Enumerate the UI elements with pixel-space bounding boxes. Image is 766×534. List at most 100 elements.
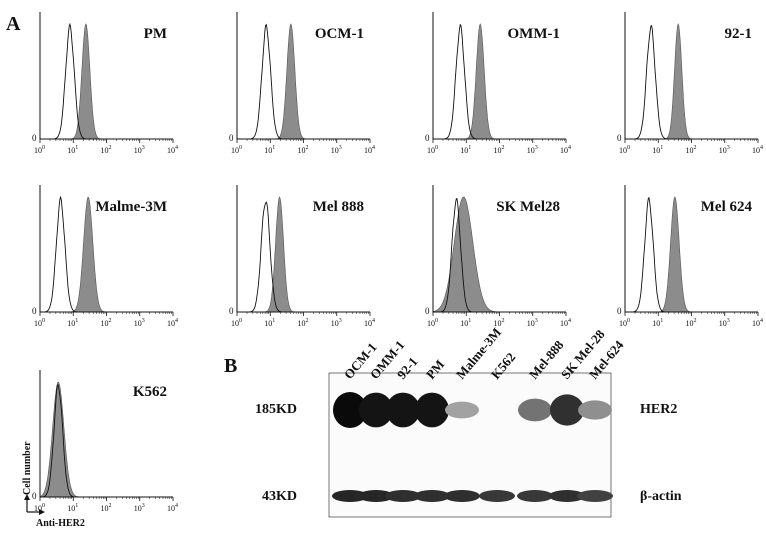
- x-tick-exponent: 3: [142, 503, 145, 509]
- x-tick-label: 101: [67, 318, 78, 328]
- actin-band: [332, 490, 368, 502]
- x-tick-label: 102: [101, 318, 112, 328]
- x-tick-exponent: 0: [627, 145, 630, 151]
- x-axis-title: Anti-HER2: [36, 518, 85, 529]
- actin-band: [358, 490, 394, 502]
- y-zero-label: 0: [32, 491, 37, 501]
- x-tick-exponent: 4: [760, 145, 763, 151]
- x-tick-label: 101: [67, 503, 78, 513]
- x-tick-exponent: 1: [75, 503, 78, 509]
- x-tick-label: 103: [719, 145, 730, 155]
- x-tick-label: 101: [264, 145, 275, 155]
- x-tick-exponent: 4: [372, 145, 375, 151]
- beta-actin-label: β-actin: [640, 489, 682, 504]
- y-zero-label: 0: [425, 306, 430, 316]
- band-185kd-label: 185KD: [255, 402, 297, 417]
- y-axis-title: Cell number: [22, 441, 33, 495]
- x-tick-label: 100: [34, 145, 45, 155]
- y-zero-label: 0: [617, 306, 622, 316]
- x-tick-exponent: 1: [468, 318, 471, 324]
- x-tick-exponent: 3: [535, 318, 538, 324]
- x-tick-label: 102: [686, 318, 697, 328]
- actin-band: [479, 490, 515, 502]
- x-tick-exponent: 2: [306, 318, 309, 324]
- x-tick-label: 102: [101, 145, 112, 155]
- x-tick-exponent: 0: [42, 145, 45, 151]
- actin-band: [444, 490, 480, 502]
- histogram-title: OCM-1: [315, 26, 364, 42]
- her2-band: [550, 394, 584, 426]
- x-tick-exponent: 0: [627, 318, 630, 324]
- x-tick-label: 100: [427, 145, 438, 155]
- y-zero-label: 0: [425, 133, 430, 143]
- x-tick-exponent: 4: [568, 318, 571, 324]
- her2-band: [386, 392, 420, 428]
- x-tick-exponent: 1: [75, 145, 78, 151]
- histogram-title: 92-1: [725, 26, 753, 42]
- x-tick-label: 100: [34, 503, 45, 513]
- x-tick-label: 100: [34, 318, 45, 328]
- band-43kd-label: 43KD: [262, 489, 297, 504]
- x-tick-label: 104: [167, 503, 178, 513]
- her2-band: [518, 398, 552, 422]
- x-tick-label: 103: [527, 318, 538, 328]
- x-tick-exponent: 4: [175, 503, 178, 509]
- x-tick-label: 104: [560, 318, 571, 328]
- x-tick-exponent: 1: [660, 318, 663, 324]
- x-tick-exponent: 2: [502, 318, 505, 324]
- x-tick-exponent: 2: [694, 145, 697, 151]
- x-tick-label: 102: [298, 318, 309, 328]
- her2-bands: [333, 392, 612, 428]
- x-tick-label: 100: [231, 145, 242, 155]
- control-histogram: [237, 201, 370, 313]
- y-zero-label: 0: [617, 133, 622, 143]
- x-tick-exponent: 2: [109, 318, 112, 324]
- x-tick-label: 102: [494, 318, 505, 328]
- x-tick-exponent: 0: [42, 318, 45, 324]
- x-tick-label: 104: [167, 318, 178, 328]
- x-tick-exponent: 1: [75, 318, 78, 324]
- x-tick-label: 104: [364, 318, 375, 328]
- control-histogram: [625, 24, 758, 140]
- histogram-title: Mel 888: [313, 199, 364, 215]
- actin-band: [385, 490, 421, 502]
- histogram-title: SK Mel28: [496, 199, 560, 215]
- y-zero-label: 0: [229, 133, 234, 143]
- x-tick-label: 103: [527, 145, 538, 155]
- x-tick-label: 101: [460, 318, 471, 328]
- her2-band: [445, 401, 479, 419]
- x-tick-exponent: 3: [339, 145, 342, 151]
- k562-axis-titles: Cell number Anti-HER2: [22, 441, 85, 529]
- x-tick-label: 102: [494, 145, 505, 155]
- her2-band: [578, 400, 612, 420]
- x-tick-exponent: 2: [109, 503, 112, 509]
- x-tick-exponent: 0: [435, 145, 438, 151]
- actin-band: [549, 490, 585, 502]
- x-tick-exponent: 0: [42, 503, 45, 509]
- x-tick-label: 102: [298, 145, 309, 155]
- x-tick-label: 104: [560, 145, 571, 155]
- y-zero-label: 0: [32, 306, 37, 316]
- x-tick-exponent: 2: [502, 145, 505, 151]
- x-tick-exponent: 2: [306, 145, 309, 151]
- x-tick-label: 103: [719, 318, 730, 328]
- x-tick-exponent: 4: [175, 145, 178, 151]
- histogram-title: Malme-3M: [95, 199, 167, 215]
- x-tick-label: 104: [752, 145, 763, 155]
- x-tick-exponent: 1: [468, 145, 471, 151]
- histogram-title: PM: [144, 26, 167, 42]
- x-tick-label: 101: [264, 318, 275, 328]
- x-tick-label: 102: [686, 145, 697, 155]
- panel-label-b: B: [224, 355, 237, 377]
- x-tick-label: 103: [134, 145, 145, 155]
- x-tick-exponent: 4: [372, 318, 375, 324]
